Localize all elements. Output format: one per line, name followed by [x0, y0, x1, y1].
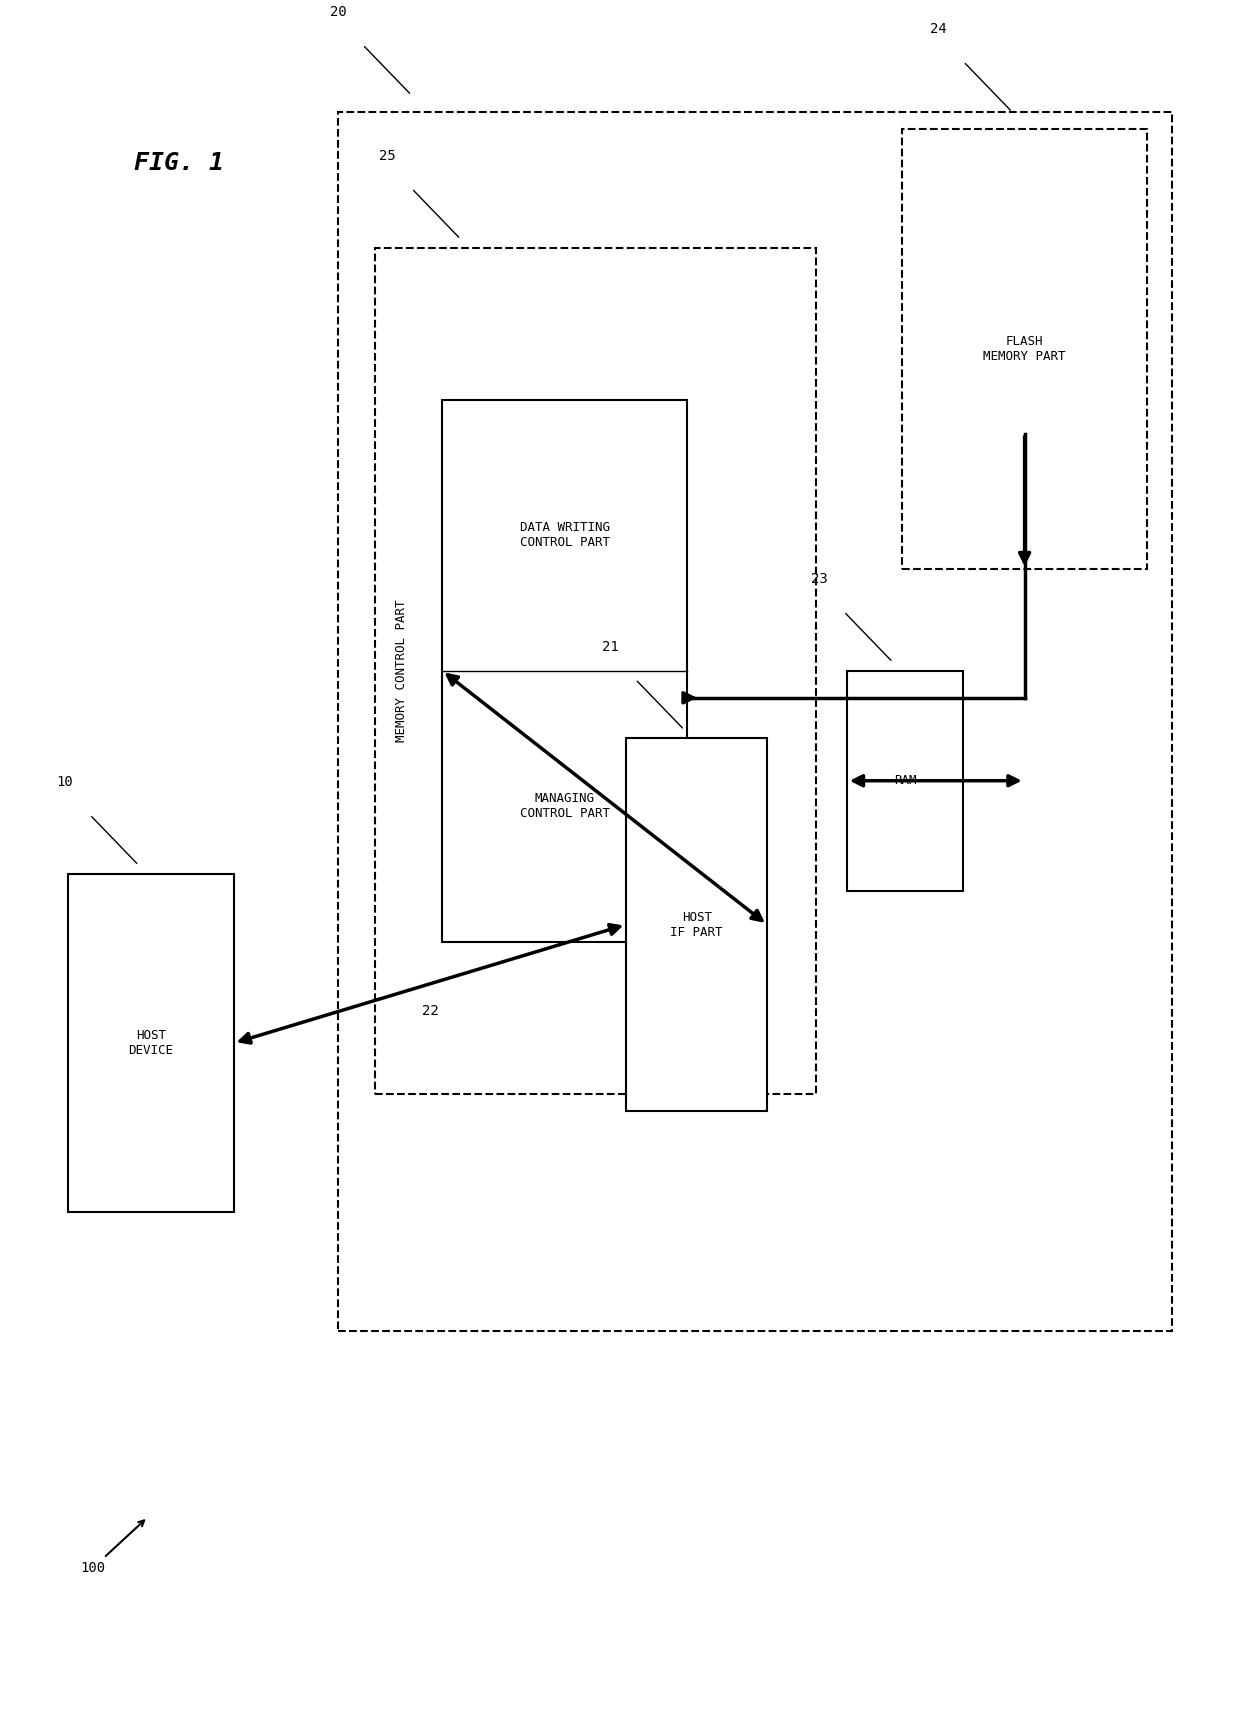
- Text: 25: 25: [378, 149, 396, 162]
- Text: HOST
IF PART: HOST IF PART: [671, 910, 723, 938]
- FancyBboxPatch shape: [374, 247, 816, 1093]
- FancyBboxPatch shape: [901, 130, 1147, 570]
- Text: 21: 21: [603, 639, 619, 655]
- Text: 23: 23: [811, 572, 827, 585]
- FancyBboxPatch shape: [847, 670, 963, 891]
- FancyBboxPatch shape: [626, 739, 768, 1110]
- Text: 22: 22: [422, 1003, 438, 1017]
- FancyBboxPatch shape: [68, 874, 234, 1212]
- Text: MANAGING
CONTROL PART: MANAGING CONTROL PART: [520, 793, 610, 820]
- Text: 20: 20: [330, 5, 346, 19]
- Text: FIG. 1: FIG. 1: [134, 150, 223, 174]
- Text: FLASH
MEMORY PART: FLASH MEMORY PART: [983, 335, 1066, 363]
- Text: DATA WRITING
CONTROL PART: DATA WRITING CONTROL PART: [520, 522, 610, 549]
- FancyBboxPatch shape: [443, 401, 687, 941]
- Text: RAM: RAM: [894, 774, 916, 788]
- FancyBboxPatch shape: [339, 112, 1172, 1332]
- Text: HOST
DEVICE: HOST DEVICE: [129, 1029, 174, 1057]
- Text: 100: 100: [81, 1520, 144, 1575]
- Text: 24: 24: [930, 22, 947, 36]
- Text: MEMORY CONTROL PART: MEMORY CONTROL PART: [396, 599, 408, 743]
- Text: 10: 10: [57, 775, 73, 789]
